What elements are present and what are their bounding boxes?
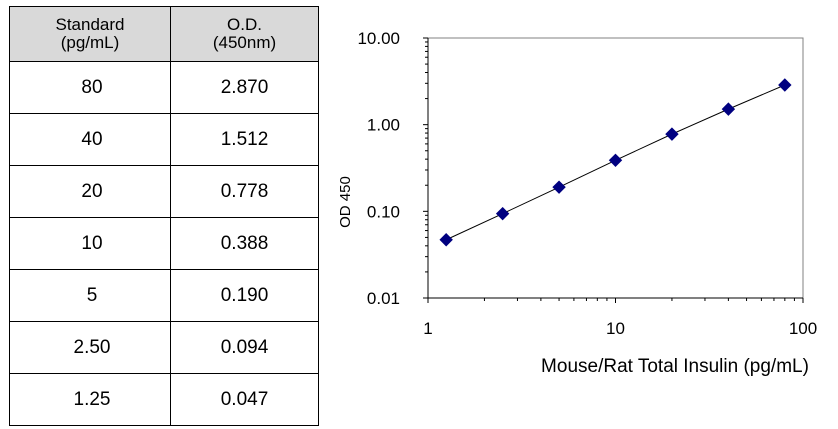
y-tick-label: 1.00 bbox=[367, 116, 400, 135]
data-point-marker bbox=[608, 153, 623, 168]
header-od-line1: O.D. bbox=[227, 15, 262, 34]
standard-cell: 40 bbox=[9, 113, 171, 166]
data-point-marker bbox=[495, 206, 510, 221]
table-row: 80 2.870 bbox=[9, 61, 319, 114]
standard-cell: 20 bbox=[9, 165, 171, 218]
table-row: 40 1.512 bbox=[9, 113, 319, 166]
od-cell: 2.870 bbox=[170, 61, 319, 114]
table-row: 1.25 0.047 bbox=[9, 373, 319, 426]
data-point-marker bbox=[721, 102, 736, 116]
standard-cell: 2.50 bbox=[9, 321, 171, 374]
od-cell: 1.512 bbox=[170, 113, 319, 166]
header-od-line2: (450nm) bbox=[212, 33, 277, 52]
y-tick-label: 0.01 bbox=[367, 289, 400, 308]
data-point-marker bbox=[778, 78, 792, 92]
data-point-marker bbox=[439, 233, 453, 247]
table-row: 20 0.778 bbox=[9, 165, 319, 218]
x-tick-label: 100 bbox=[789, 319, 817, 338]
standards-table: Standard (pg/mL) O.D. (450nm) 80 2.870 4… bbox=[9, 6, 319, 426]
data-point-marker bbox=[552, 180, 566, 194]
data-points bbox=[439, 78, 792, 247]
table-row: 10 0.388 bbox=[9, 217, 319, 270]
x-tick-label: 1 bbox=[423, 319, 432, 338]
header-od: O.D. (450nm) bbox=[170, 6, 319, 62]
plot-area bbox=[427, 37, 804, 299]
od-cell: 0.190 bbox=[170, 269, 319, 322]
data-point-marker bbox=[665, 127, 679, 141]
header-standard-line2: (pg/mL) bbox=[60, 33, 120, 52]
y-axis-label: OD 450 bbox=[337, 176, 354, 228]
header-standard-line1: Standard bbox=[55, 15, 125, 34]
x-tick-labels: 1 10 100 bbox=[423, 319, 817, 338]
table-row: 2.50 0.094 bbox=[9, 321, 319, 374]
standard-cell: 10 bbox=[9, 217, 171, 270]
od-cell: 0.094 bbox=[170, 321, 319, 374]
y-tick-labels: 0.01 0.10 1.00 10.00 bbox=[357, 29, 400, 308]
standard-cell: 1.25 bbox=[9, 373, 171, 426]
axes bbox=[423, 37, 804, 303]
standard-cell: 80 bbox=[9, 61, 171, 114]
od-cell: 0.047 bbox=[170, 373, 319, 426]
y-tick-label: 10.00 bbox=[357, 29, 400, 48]
table-header-row: Standard (pg/mL) O.D. (450nm) bbox=[9, 6, 319, 62]
x-tick-label: 10 bbox=[606, 319, 625, 338]
x-axis-label: Mouse/Rat Total Insulin (pg/mL) bbox=[541, 356, 809, 377]
header-standard: Standard (pg/mL) bbox=[9, 6, 171, 62]
y-tick-label: 0.10 bbox=[367, 202, 400, 221]
